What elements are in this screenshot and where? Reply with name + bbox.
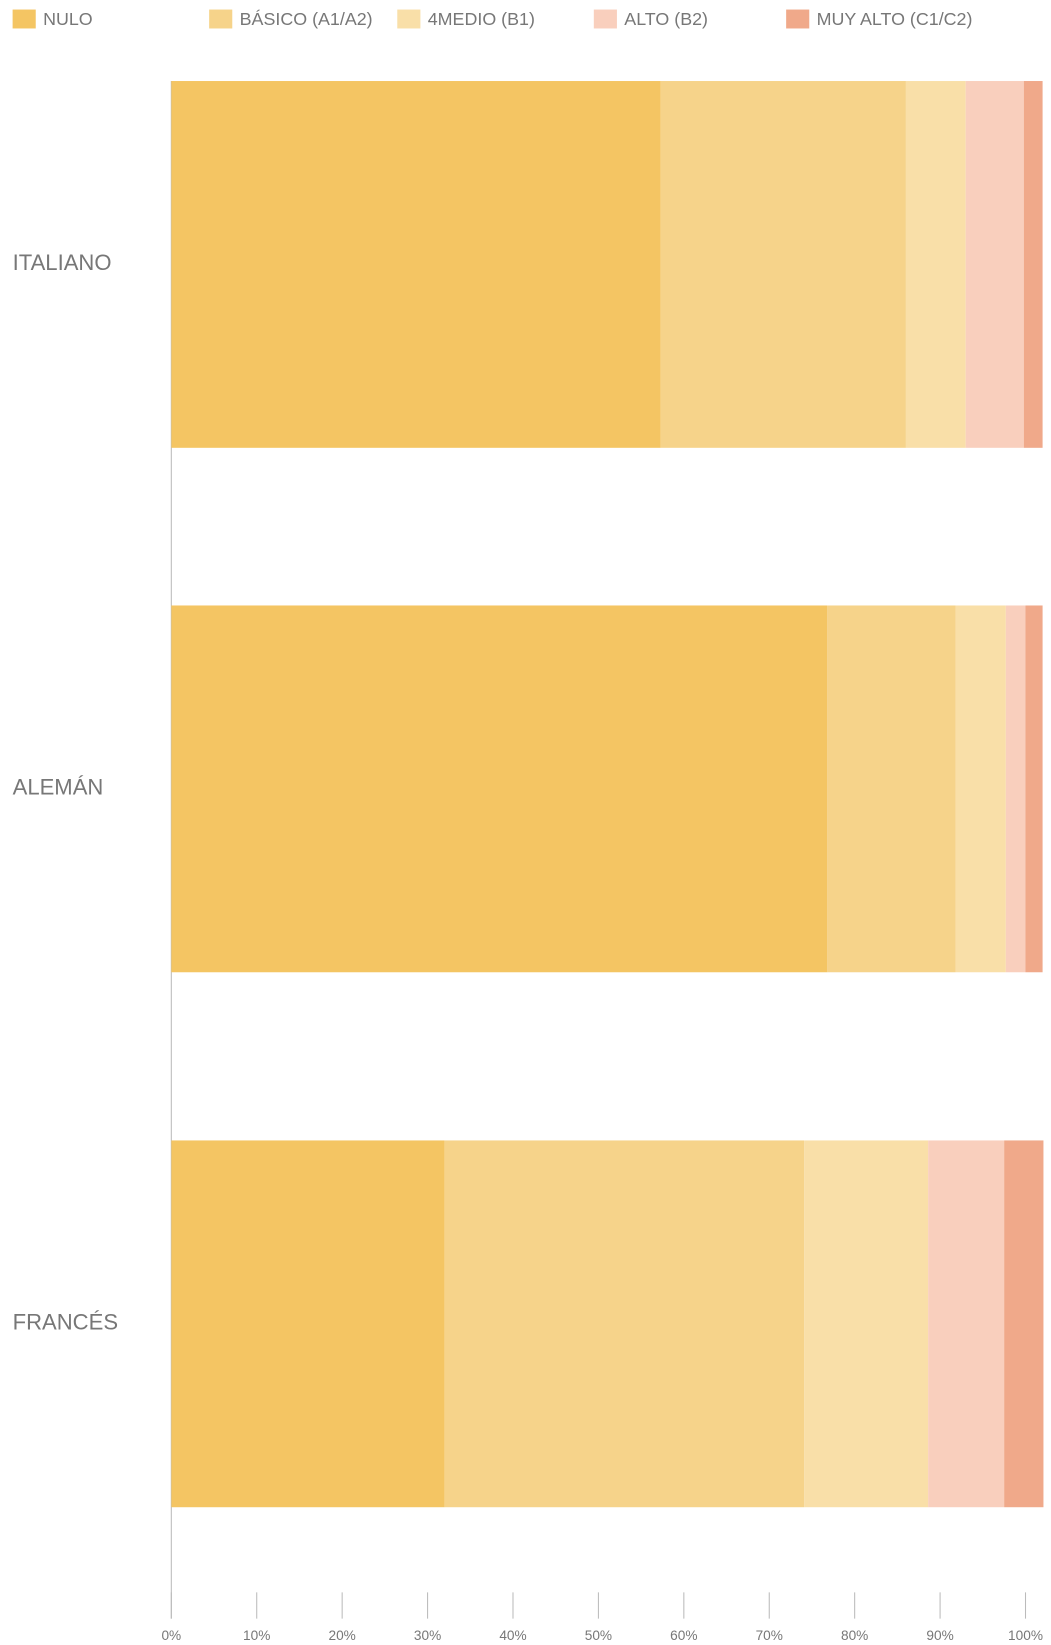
bar-segment [955,605,1006,973]
bar-segment [804,1140,929,1508]
bar-segment [171,1140,445,1508]
x-tick-label: 20% [328,1628,355,1643]
bar-segment [444,1140,805,1508]
x-tick-label: 50% [585,1628,612,1643]
x-tick-label: 100% [1008,1628,1043,1643]
x-tick-label: 10% [243,1628,270,1643]
bar-segment [827,605,956,973]
x-tick-label: 60% [670,1628,697,1643]
bar-segment [905,81,966,448]
category-label: ITALIANO [13,250,112,275]
x-tick-label: 80% [841,1628,868,1643]
bar-segment [171,81,661,448]
x-tick-label: 30% [414,1628,441,1643]
legend-swatch [786,9,810,29]
bar-segment [1023,81,1043,448]
category-label: ALEMÁN [13,775,104,800]
bar-segment [1004,1140,1044,1508]
legend-swatch [12,9,36,29]
legend-swatch [209,9,233,29]
legend-swatch [593,9,617,29]
x-tick-label: 0% [161,1628,181,1643]
x-tick-label: 70% [756,1628,783,1643]
legend-label: 4MEDIO (B1) [428,9,535,29]
x-tick-label: 40% [499,1628,526,1643]
legend-label: BÁSICO (A1/A2) [240,9,373,29]
legend-label: ALTO (B2) [624,9,708,29]
legend-swatch [397,9,421,29]
bar-segment [1025,605,1043,973]
bar-segment [660,81,906,448]
legend-label: MUY ALTO (C1/C2) [817,9,973,29]
bar-segment [1005,605,1026,973]
category-label: FRANCÉS [13,1310,118,1335]
bar-segment [965,81,1024,448]
bar-segment [928,1140,1005,1508]
legend-label: NULO [43,9,93,29]
x-tick-label: 90% [926,1628,953,1643]
bar-segment [171,605,828,973]
